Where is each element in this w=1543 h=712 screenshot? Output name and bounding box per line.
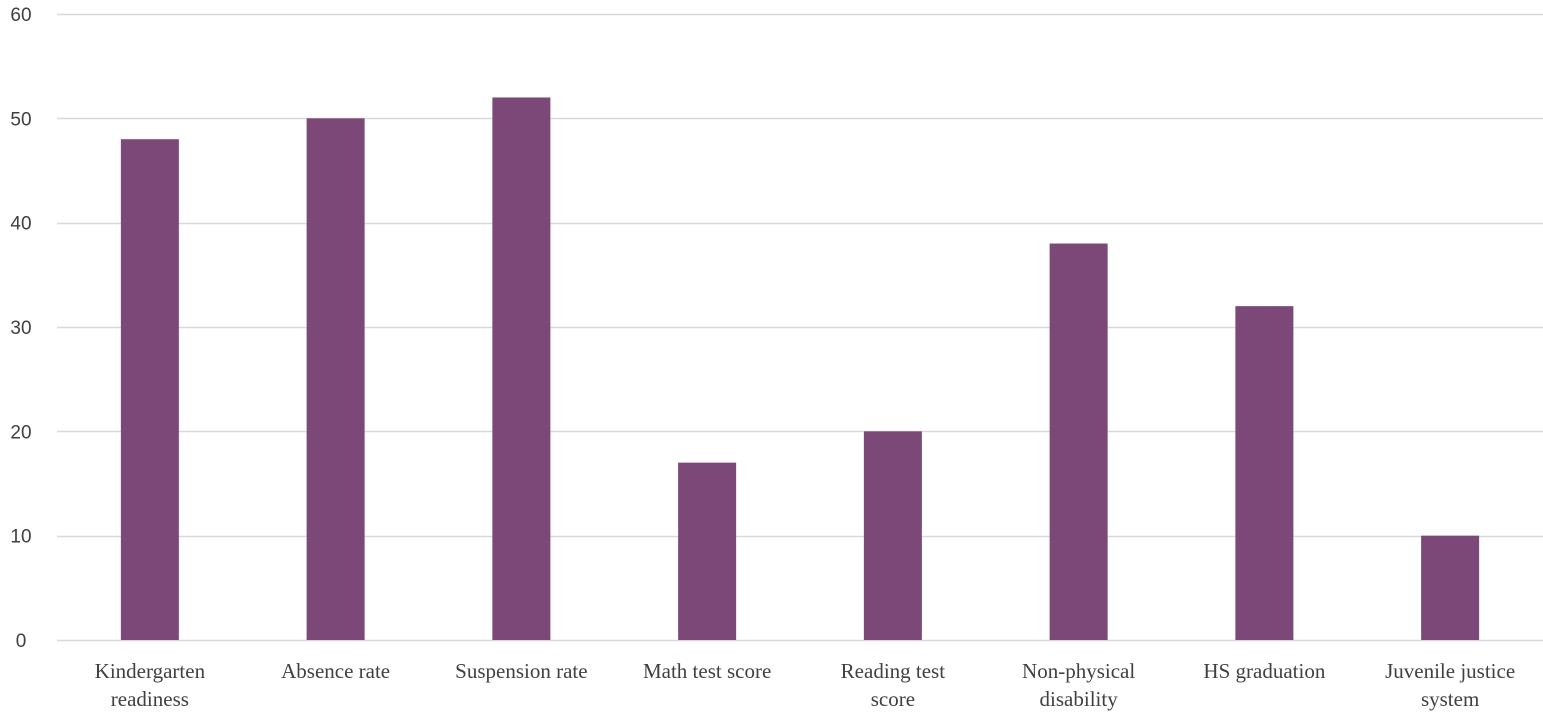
x-category-label-suspension-rate: Suspension rate (455, 659, 587, 683)
x-category-label-reading-test-score-line-1: Reading test (841, 659, 946, 683)
x-category-label-math-test-score: Math test score (643, 659, 771, 683)
x-category-label-juvenile-justice-system-line-2: system (1421, 687, 1479, 711)
bar-suspension-rate (492, 97, 551, 640)
bars (120, 97, 1480, 641)
bar-hs-graduation (1235, 306, 1294, 640)
x-category-label-absence-rate: Absence rate (281, 659, 390, 683)
bar-non-physical-disability (1049, 243, 1108, 641)
x-axis-category-labels: Kindergarten readiness Absence rate Suspens… (95, 659, 1515, 711)
y-tick-label-60: 60 (10, 5, 31, 26)
y-tick-label-30: 30 (10, 318, 31, 339)
x-category-label-non-physical-disability-line-2: disability (1040, 687, 1119, 711)
y-tick-label-40: 40 (10, 214, 31, 235)
y-tick-label-20: 20 (10, 422, 31, 443)
x-category-label-kindergarten-readiness-line-1: Kindergarten (95, 659, 206, 683)
bar-juvenile-justice-system (1421, 535, 1480, 640)
x-category-label-non-physical-disability-line-1: Non-physical (1022, 659, 1135, 683)
x-category-label-reading-test-score-line-2: score (871, 687, 915, 711)
bar-absence-rate (306, 118, 365, 641)
y-tick-label-10: 10 (10, 527, 31, 548)
bar-math-test-score (678, 462, 737, 640)
y-tick-label-50: 50 (10, 109, 31, 130)
gridlines (57, 13, 1543, 642)
bar-kindergarten-readiness (120, 139, 179, 640)
x-category-label-hs-graduation: HS graduation (1203, 659, 1325, 683)
x-category-label-juvenile-justice-system-line-1: Juvenile justice (1385, 659, 1515, 683)
y-axis-tick-labels: 0 10 20 30 40 50 60 (10, 5, 31, 652)
y-tick-label-0: 0 (16, 631, 27, 652)
x-category-label-kindergarten-readiness-line-2: readiness (111, 687, 189, 711)
bar-reading-test-score (863, 431, 922, 640)
